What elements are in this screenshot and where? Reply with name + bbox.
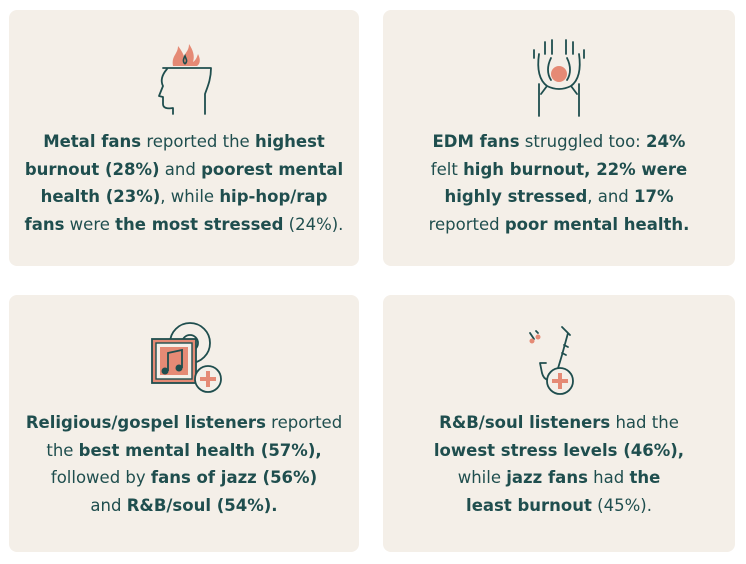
bold-text: health (23%) [40,187,161,206]
text: the [46,440,79,460]
text-line: Religious/gospel listeners reported [19,409,349,437]
text: followed by [50,468,151,487]
text: , while [160,187,220,206]
text-line: followed by fans of jazz (56%) [19,464,349,492]
text: (45%). [591,495,652,515]
metal-fans-card: Metal fans reported the highest burnout (… [9,10,359,266]
text: felt [430,159,464,179]
text: reported [265,413,343,432]
text: (24%). [283,214,344,234]
text-line: least burnout (45%). [393,492,725,520]
text-line: health (23%), while hip-hop/rap [19,183,349,211]
bold-text: the [629,468,661,487]
text: reported [428,214,505,234]
bold-text: 24% [645,132,686,151]
bold-text: least burnout [466,495,592,515]
text-line: while jazz fans had the [393,464,725,492]
text-line: R&B/soul listeners had the [393,409,725,437]
stressed-person-icon [521,38,597,122]
text: reported the [141,132,255,151]
bold-text: 17% [634,187,674,206]
music-record-plus-icon [142,319,226,399]
text: had the [610,413,679,432]
text: had [587,468,630,487]
text-line: fans were the most stressed (24%). [19,211,349,239]
text: were [64,214,116,234]
text-line: and R&B/soul (54%). [19,492,349,520]
bold-text: poorest mental [201,159,344,179]
saxophone-plus-icon [524,323,594,401]
text: and [90,495,127,515]
text: while [457,468,507,487]
bold-text: fans [24,214,65,234]
text-line: felt high burnout, 22% were [393,156,725,184]
text-line: highly stressed, and 17% [393,183,725,211]
bold-text: hip-hop/rap [219,187,328,206]
bold-text: highest [254,132,325,151]
text: and [159,159,202,179]
bold-text: lowest stress levels (46%), [433,440,685,460]
bold-text: burnout (28%) [24,159,160,179]
bold-text: Religious/gospel listeners [25,413,266,432]
card-text: Metal fans reported the highest burnout (… [9,128,359,238]
text-line: lowest stress levels (46%), [393,437,725,465]
burning-head-icon [151,42,217,122]
bold-text: R&B/soul (54%). [126,495,278,515]
card-text: EDM fans struggled too: 24% felt high bur… [383,128,735,238]
text-line: Metal fans reported the highest [19,128,349,156]
text-line: burnout (28%) and poorest mental [19,156,349,184]
bold-text: the most stressed [115,214,284,234]
bold-text: Metal fans [43,132,142,151]
text-line: reported poor mental health. [393,211,725,239]
text: , and [587,187,635,206]
edm-fans-card: EDM fans struggled too: 24% felt high bur… [383,10,735,266]
bold-text: EDM fans [432,132,520,151]
bold-text: poor mental health. [504,214,690,234]
bold-text: fans of jazz (56%) [150,468,318,487]
card-text: Religious/gospel listeners reported the b… [9,409,359,519]
text-line: EDM fans struggled too: 24% [393,128,725,156]
bold-text: highly stressed [444,187,588,206]
bold-text: R&B/soul listeners [439,413,611,432]
card-text: R&B/soul listeners had the lowest stress … [383,409,735,519]
bold-text: high burnout, 22% were [463,159,688,179]
rb-soul-card: R&B/soul listeners had the lowest stress … [383,295,735,552]
text-line: the best mental health (57%), [19,437,349,465]
bold-text: best mental health (57%), [78,440,322,460]
bold-text: jazz fans [506,468,588,487]
text: struggled too: [519,132,646,151]
religious-gospel-card: Religious/gospel listeners reported the b… [9,295,359,552]
